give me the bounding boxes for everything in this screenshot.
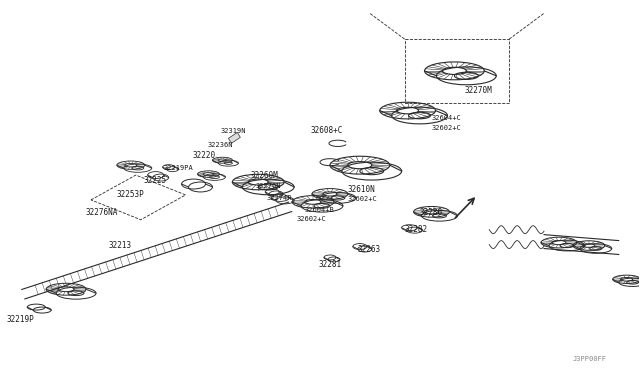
- Text: 32213: 32213: [109, 241, 132, 250]
- Text: 32236N: 32236N: [207, 142, 233, 148]
- Text: 32286: 32286: [420, 208, 443, 217]
- Text: 32276NA: 32276NA: [85, 208, 117, 217]
- Text: 32610N: 32610N: [348, 185, 376, 194]
- Text: 32281: 32281: [318, 260, 341, 269]
- Text: 32219P: 32219P: [6, 315, 34, 324]
- Text: 32282: 32282: [404, 225, 428, 234]
- Text: 32270M: 32270M: [465, 86, 492, 95]
- Text: 32602+C: 32602+C: [431, 125, 461, 131]
- Text: 32220: 32220: [193, 151, 216, 160]
- Text: 32604+C: 32604+C: [431, 115, 461, 122]
- Text: 32253P: 32253P: [117, 190, 145, 199]
- Text: 32604+B: 32604+B: [304, 207, 334, 213]
- Text: 32602+C: 32602+C: [348, 196, 378, 202]
- Text: 32274R: 32274R: [266, 195, 292, 201]
- Text: 32319N: 32319N: [220, 128, 246, 134]
- Polygon shape: [228, 132, 241, 143]
- Text: 32602+C: 32602+C: [296, 216, 326, 222]
- Text: 32608+C: 32608+C: [310, 126, 342, 135]
- Text: 32225: 32225: [144, 176, 167, 185]
- Text: 32260M: 32260M: [250, 171, 278, 180]
- Text: 32276N: 32276N: [255, 183, 281, 189]
- Text: J3PP00FF: J3PP00FF: [573, 356, 607, 362]
- Text: 32263: 32263: [358, 244, 381, 253]
- Text: 32219PA: 32219PA: [164, 165, 193, 171]
